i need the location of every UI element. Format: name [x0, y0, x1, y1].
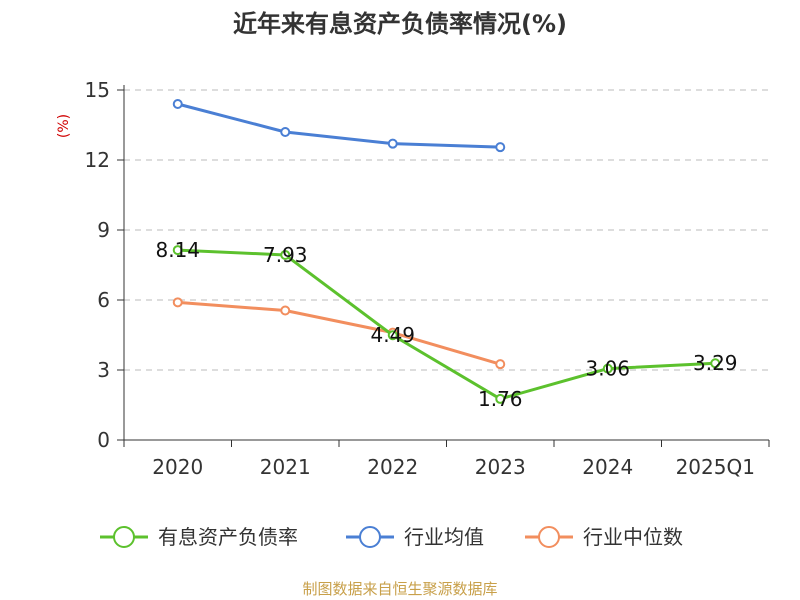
y-tick-label: 15: [85, 78, 110, 102]
data-point: [172, 245, 183, 256]
x-tick-label: 2025Q1: [676, 455, 755, 479]
data-point: [387, 138, 398, 149]
series-line-1: [176, 102, 502, 149]
series-line-0: [176, 248, 717, 401]
data-point: [495, 359, 506, 370]
x-tick-label: 2023: [475, 455, 526, 479]
y-tick-label: 0: [97, 428, 110, 452]
legend-marker: [113, 526, 135, 548]
y-tick-label: 6: [97, 288, 110, 312]
data-point: [172, 99, 183, 109]
data-label: 8.14: [155, 238, 200, 262]
legend-label: 行业均值: [404, 525, 484, 549]
data-point: [280, 305, 291, 316]
data-label: 3.29: [693, 351, 738, 375]
data-label: 4.49: [370, 323, 415, 347]
x-tick-label: 2021: [260, 455, 311, 479]
data-point: [710, 358, 721, 369]
legend-label: 行业中位数: [583, 525, 683, 549]
data-point: [602, 363, 613, 374]
y-tick-label: 12: [85, 148, 110, 172]
source-note: 制图数据来自恒生聚源数据库: [302, 580, 498, 598]
legend-marker: [538, 526, 560, 548]
data-label: 1.76: [478, 387, 523, 411]
x-tick-label: 2024: [582, 455, 633, 479]
legend-label: 有息资产负债率: [158, 525, 298, 549]
series-line-2: [176, 300, 502, 366]
data-point: [495, 393, 506, 404]
data-point: [280, 127, 291, 137]
data-point: [172, 297, 183, 308]
data-label: 3.06: [585, 357, 630, 381]
x-tick-label: 2020: [152, 455, 203, 479]
data-point: [387, 330, 398, 341]
data-label: 7.93: [263, 243, 308, 267]
y-tick-label: 3: [97, 358, 110, 382]
data-point: [495, 142, 506, 153]
y-axis-unit-label: (%): [56, 114, 72, 138]
chart-title: 近年来有息资产负债率情况(%): [233, 10, 567, 38]
legend-marker: [359, 526, 381, 548]
data-point: [280, 249, 291, 260]
y-tick-label: 9: [97, 218, 110, 242]
x-tick-label: 2022: [367, 455, 418, 479]
